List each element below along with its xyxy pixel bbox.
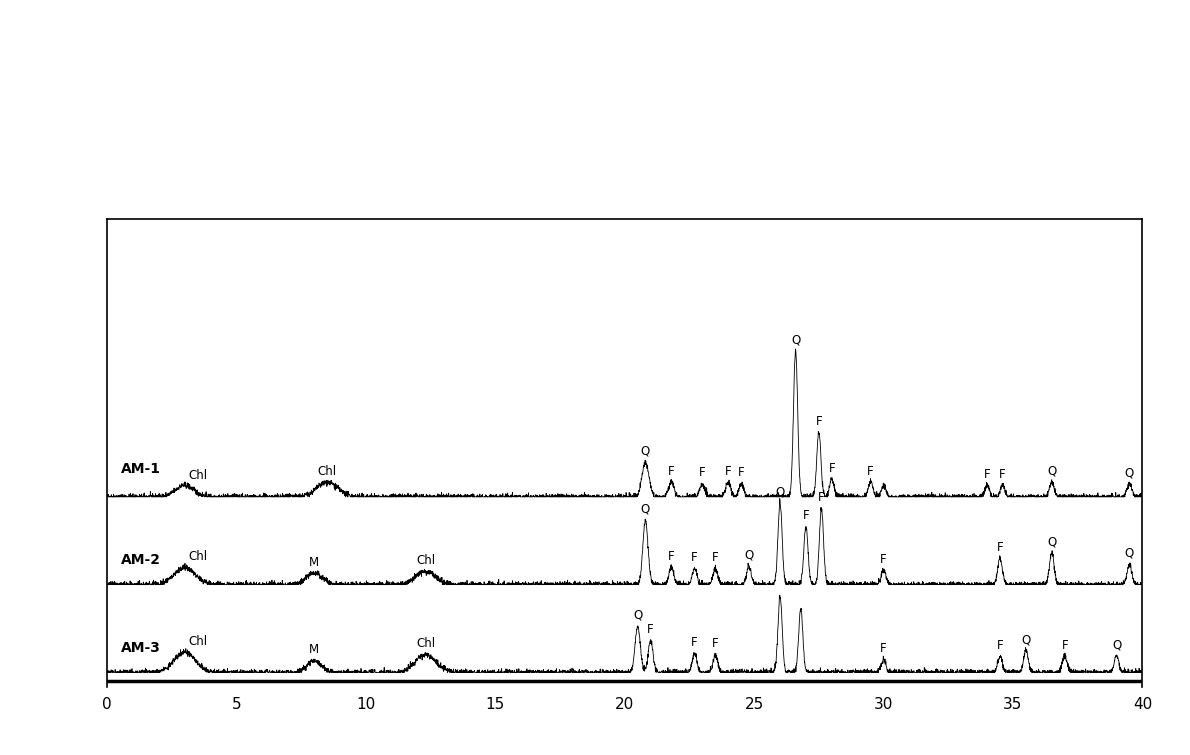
Text: Chl: Chl [318, 465, 337, 478]
Text: Chl: Chl [188, 550, 207, 562]
Text: Q: Q [633, 609, 643, 621]
Text: Q: Q [1047, 465, 1057, 478]
Text: Q: Q [1111, 639, 1121, 652]
Text: F: F [1000, 468, 1006, 481]
Text: F: F [668, 465, 675, 478]
Text: Q: Q [776, 485, 784, 498]
Text: M: M [309, 556, 319, 569]
Text: Chl: Chl [188, 634, 207, 648]
Text: F: F [1061, 639, 1069, 652]
Text: Q: Q [745, 548, 753, 561]
Text: Chl: Chl [188, 470, 207, 482]
Text: Q: Q [1047, 535, 1057, 548]
Text: F: F [668, 550, 675, 562]
Text: M: M [309, 643, 319, 656]
Text: F: F [997, 541, 1003, 554]
Text: AM-3: AM-3 [121, 641, 161, 655]
Text: F: F [815, 415, 822, 428]
Text: Q: Q [641, 445, 650, 458]
Text: F: F [699, 467, 706, 479]
Text: F: F [712, 637, 719, 651]
Text: F: F [828, 462, 835, 475]
Text: F: F [881, 642, 887, 655]
Text: Q: Q [1125, 547, 1134, 559]
Text: F: F [725, 465, 732, 478]
Text: Q: Q [641, 503, 650, 516]
Text: F: F [691, 636, 699, 649]
Text: F: F [984, 468, 990, 481]
Text: Q: Q [1021, 633, 1031, 646]
Text: F: F [881, 553, 887, 565]
Text: Chl: Chl [415, 637, 436, 651]
Text: F: F [868, 465, 873, 478]
Text: F: F [691, 551, 699, 564]
Text: AM-1: AM-1 [121, 462, 162, 476]
Text: F: F [819, 492, 825, 504]
Text: Q: Q [1125, 467, 1134, 479]
Text: F: F [647, 623, 654, 636]
Text: Chl: Chl [415, 554, 436, 567]
Text: F: F [712, 551, 719, 564]
Text: F: F [997, 639, 1003, 652]
Text: F: F [802, 509, 809, 522]
Text: AM-2: AM-2 [121, 553, 162, 567]
Text: F: F [738, 467, 745, 479]
Text: Q: Q [791, 333, 800, 347]
